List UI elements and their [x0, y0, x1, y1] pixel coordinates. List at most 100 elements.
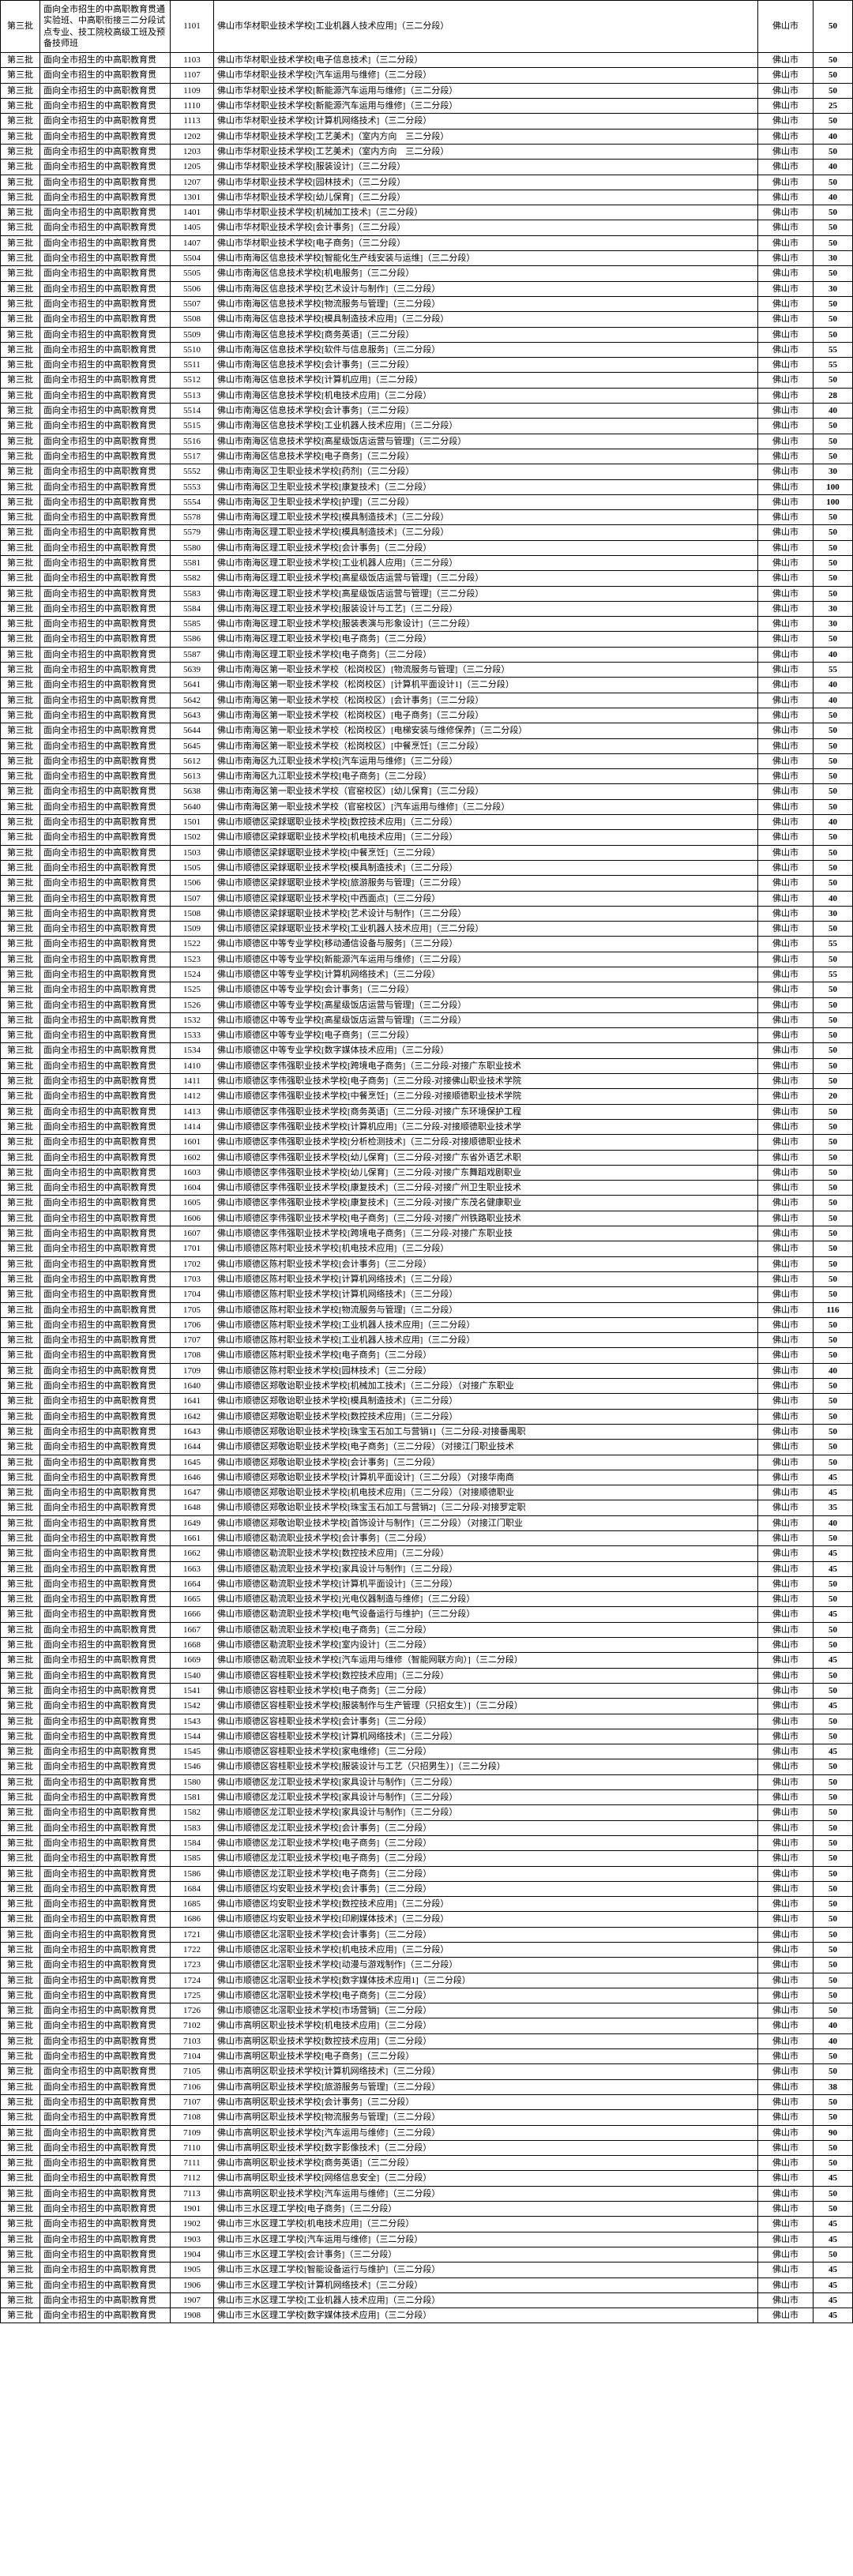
city-cell: 佛山市 [758, 1455, 814, 1470]
batch-cell: 第三批 [1, 1440, 40, 1455]
quota-cell: 50 [814, 2202, 853, 2217]
quota-cell: 55 [814, 967, 853, 982]
school-cell: 佛山市顺德区郑敬诒职业技术学校[数控技术应用]（三二分段） [214, 1409, 758, 1424]
batch-cell: 第三批 [1, 1699, 40, 1714]
school-cell: 佛山市顺德区中等专业学校[会计事务]（三二分段） [214, 982, 758, 997]
quota-cell: 50 [814, 1958, 853, 1973]
city-cell: 佛山市 [758, 1774, 814, 1789]
category-cell: 面向全市招生的中高职教育贯 [40, 1440, 171, 1455]
city-cell: 佛山市 [758, 678, 814, 693]
code-cell: 5506 [171, 281, 214, 296]
quota-cell: 50 [814, 2094, 853, 2109]
table-row: 第三批 面向全市招生的中高职教育贯 5639 佛山市南海区第一职业技术学校（松岗… [1, 663, 853, 678]
city-cell: 佛山市 [758, 708, 814, 723]
table-row: 第三批 面向全市招生的中高职教育贯 1648 佛山市顺德区郑敬诒职业技术学校[珠… [1, 1500, 853, 1515]
quota-cell: 40 [814, 129, 853, 144]
code-cell: 1904 [171, 2247, 214, 2262]
table-row: 第三批 面向全市招生的中高职教育贯 1207 佛山市华材职业技术学校[园林技术]… [1, 175, 853, 190]
city-cell: 佛山市 [758, 525, 814, 540]
code-cell: 1686 [171, 1912, 214, 1927]
school-cell: 佛山市顺德区梁銶琚职业技术学校[模具制造技术]（三二分段） [214, 860, 758, 875]
table-row: 第三批 面向全市招生的中高职教育贯 1411 佛山市顺德区李伟强职业技术学校[电… [1, 1074, 853, 1089]
quota-cell: 50 [814, 266, 853, 281]
code-cell: 5638 [171, 784, 214, 799]
quota-cell: 40 [814, 647, 853, 662]
school-cell: 佛山市顺德区北滘职业技术学校[市场营销]（三二分段） [214, 2003, 758, 2018]
city-cell: 佛山市 [758, 1744, 814, 1759]
school-cell: 佛山市顺德区陈村职业技术学校[会计事务]（三二分段） [214, 1256, 758, 1271]
quota-cell: 50 [814, 708, 853, 723]
city-cell: 佛山市 [758, 906, 814, 921]
table-row: 第三批 面向全市招生的中高职教育贯 1724 佛山市顺德区北滘职业技术学校[数字… [1, 1973, 853, 1988]
code-cell: 1546 [171, 1759, 214, 1774]
school-cell: 佛山市华材职业技术学校[服装设计]（三二分段） [214, 160, 758, 175]
batch-cell: 第三批 [1, 1012, 40, 1027]
school-cell: 佛山市顺德区勒流职业技术学校[电子商务]（三二分段） [214, 1622, 758, 1637]
school-cell: 佛山市南海区第一职业技术学校（官窑校区）[汽车运用与维修]（三二分段） [214, 799, 758, 814]
code-cell: 1604 [171, 1181, 214, 1196]
code-cell: 7113 [171, 2186, 214, 2201]
table-row: 第三批 面向全市招生的中高职教育贯 1533 佛山市顺德区中等专业学校[电子商务… [1, 1028, 853, 1043]
school-cell: 佛山市高明区职业技术学校[计算机网络技术]（三二分段） [214, 2064, 758, 2079]
city-cell: 佛山市 [758, 510, 814, 525]
school-cell: 佛山市顺德区勒流职业技术学校[电气设备运行与维护]（三二分段） [214, 1607, 758, 1622]
school-cell: 佛山市顺德区陈村职业技术学校[园林技术]（三二分段） [214, 1363, 758, 1378]
quota-cell: 25 [814, 99, 853, 114]
table-row: 第三批 面向全市招生的中高职教育贯 5579 佛山市南海区理工职业技术学校[模具… [1, 525, 853, 540]
table-row: 第三批 面向全市招生的中高职教育贯 5644 佛山市南海区第一职业技术学校（松岗… [1, 723, 853, 738]
code-cell: 1414 [171, 1119, 214, 1134]
category-cell: 面向全市招生的中高职教育贯 [40, 1607, 171, 1622]
quota-cell: 50 [814, 1317, 853, 1332]
school-cell: 佛山市顺德区容桂职业技术学校[会计事务]（三二分段） [214, 1714, 758, 1729]
table-row: 第三批 面向全市招生的中高职教育贯 5554 佛山市南海区卫生职业技术学校[护理… [1, 494, 853, 509]
code-cell: 1501 [171, 815, 214, 830]
city-cell: 佛山市 [758, 571, 814, 586]
batch-cell: 第三批 [1, 1, 40, 53]
school-cell: 佛山市顺德区陈村职业技术学校[计算机网络技术]（三二分段） [214, 1287, 758, 1302]
city-cell: 佛山市 [758, 2202, 814, 2217]
school-cell: 佛山市南海区第一职业技术学校（松岗校区）[会计事务]（三二分段） [214, 693, 758, 708]
quota-cell: 50 [814, 1759, 853, 1774]
city-cell: 佛山市 [758, 1271, 814, 1286]
school-cell: 佛山市顺德区龙江职业技术学校[电子商务]（三二分段） [214, 1835, 758, 1850]
quota-cell: 50 [814, 1409, 853, 1424]
table-row: 第三批 面向全市招生的中高职教育贯 1532 佛山市顺德区中等专业学校[高星级饭… [1, 1012, 853, 1027]
table-row: 第三批 面向全市招生的中高职教育贯 1666 佛山市顺德区勒流职业技术学校[电气… [1, 1607, 853, 1622]
category-cell: 面向全市招生的中高职教育贯 [40, 434, 171, 449]
city-cell: 佛山市 [758, 1943, 814, 1958]
category-cell: 面向全市招生的中高职教育贯 [40, 1988, 171, 2003]
table-row: 第三批 面向全市招生的中高职教育贯 1908 佛山市三水区理工学校[数字媒体技术… [1, 2308, 853, 2323]
quota-cell: 50 [814, 2140, 853, 2155]
city-cell: 佛山市 [758, 1150, 814, 1165]
table-row: 第三批 面向全市招生的中高职教育贯 1706 佛山市顺德区陈村职业技术学校[工业… [1, 1317, 853, 1332]
batch-cell: 第三批 [1, 1317, 40, 1332]
city-cell: 佛山市 [758, 937, 814, 952]
code-cell: 1582 [171, 1805, 214, 1820]
code-cell: 1725 [171, 1988, 214, 2003]
city-cell: 佛山市 [758, 205, 814, 220]
table-row: 第三批 面向全市招生的中高职教育贯 5505 佛山市南海区信息技术学校[机电服务… [1, 266, 853, 281]
batch-cell: 第三批 [1, 586, 40, 601]
quota-cell: 50 [814, 1271, 853, 1286]
quota-cell: 50 [814, 1256, 853, 1271]
table-row: 第三批 面向全市招生的中高职教育贯 5516 佛山市南海区信息技术学校[高星级饭… [1, 434, 853, 449]
code-cell: 1723 [171, 1958, 214, 1973]
city-cell: 佛山市 [758, 1714, 814, 1729]
table-row: 第三批 面向全市招生的中高职教育贯 1586 佛山市顺德区龙江职业技术学校[电子… [1, 1866, 853, 1881]
category-cell: 面向全市招生的中高职教育贯 [40, 647, 171, 662]
city-cell: 佛山市 [758, 220, 814, 235]
school-cell: 佛山市顺德区梁銶琚职业技术学校[旅游服务与管理]（三二分段） [214, 876, 758, 891]
school-cell: 佛山市顺德区李伟强职业技术学校[电子商务]（三二分段-对接广州铁路职业技术 [214, 1211, 758, 1226]
city-cell: 佛山市 [758, 1440, 814, 1455]
category-cell: 面向全市招生的中高职教育贯 [40, 555, 171, 570]
school-cell: 佛山市南海区理工职业技术学校[工业机器人应用]（三二分段） [214, 555, 758, 570]
school-cell: 佛山市顺德区郑敬诒职业技术学校[会计事务]（三二分段） [214, 1455, 758, 1470]
code-cell: 1412 [171, 1089, 214, 1104]
table-row: 第三批 面向全市招生的中高职教育贯 1506 佛山市顺德区梁銶琚职业技术学校[旅… [1, 876, 853, 891]
quota-cell: 30 [814, 464, 853, 479]
code-cell: 5512 [171, 373, 214, 388]
city-cell: 佛山市 [758, 1546, 814, 1561]
code-cell: 5552 [171, 464, 214, 479]
city-cell: 佛山市 [758, 53, 814, 68]
table-row: 第三批 面向全市招生的中高职教育贯 5506 佛山市南海区信息技术学校[艺术设计… [1, 281, 853, 296]
